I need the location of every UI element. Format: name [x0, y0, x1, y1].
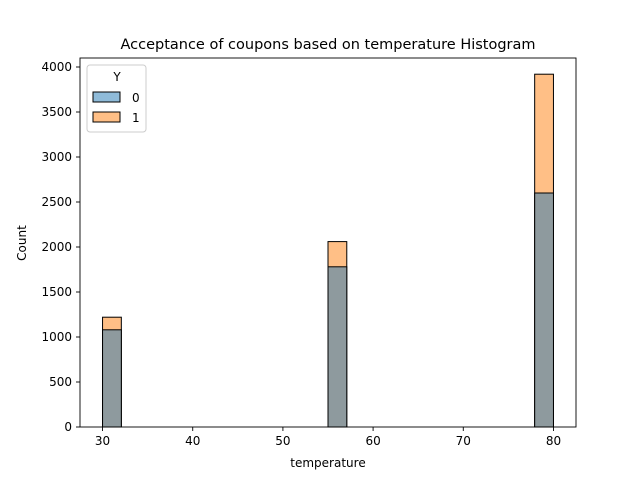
- legend-label-1: 1: [132, 111, 140, 125]
- y-tick-label: 1500: [41, 285, 72, 299]
- x-tick-label: 30: [95, 434, 110, 448]
- y-tick-label: 2500: [41, 195, 72, 209]
- x-tick-label: 80: [546, 434, 561, 448]
- plot-frame: [79, 57, 577, 428]
- y-tick-label: 2000: [41, 240, 72, 254]
- x-tick-label: 70: [456, 434, 471, 448]
- x-tick-label: 50: [275, 434, 290, 448]
- legend-swatch-1: [92, 111, 121, 123]
- legend-swatch-0: [92, 91, 121, 103]
- x-tick-label: 60: [365, 434, 380, 448]
- legend: Y0 1: [86, 64, 147, 133]
- legend-title: Y: [112, 70, 121, 84]
- x-axis-label: temperature: [290, 456, 365, 470]
- bar-series-0-bin-2: [534, 192, 554, 428]
- bars-layer: [102, 73, 554, 428]
- y-tick-label: 3500: [41, 105, 72, 119]
- y-tick-label: 4000: [41, 60, 72, 74]
- y-tick-label: 0: [64, 420, 72, 434]
- y-tick-label: 500: [49, 375, 72, 389]
- bar-series-0-bin-1: [327, 266, 348, 428]
- y-tick-label: 1000: [41, 330, 72, 344]
- y-tick-label: 3000: [41, 150, 72, 164]
- axes-layer: 30 40 50 60 70 80 0 500 1000 1500 2000 2500 3000 3500…: [41, 57, 577, 448]
- legend-label-0: 0: [132, 91, 140, 105]
- chart-title: Acceptance of coupons based on temperatu…: [120, 37, 535, 53]
- bar-series-0-bin-0: [102, 329, 122, 428]
- y-axis-label: Count: [15, 225, 29, 261]
- x-tick-label: 40: [185, 434, 200, 448]
